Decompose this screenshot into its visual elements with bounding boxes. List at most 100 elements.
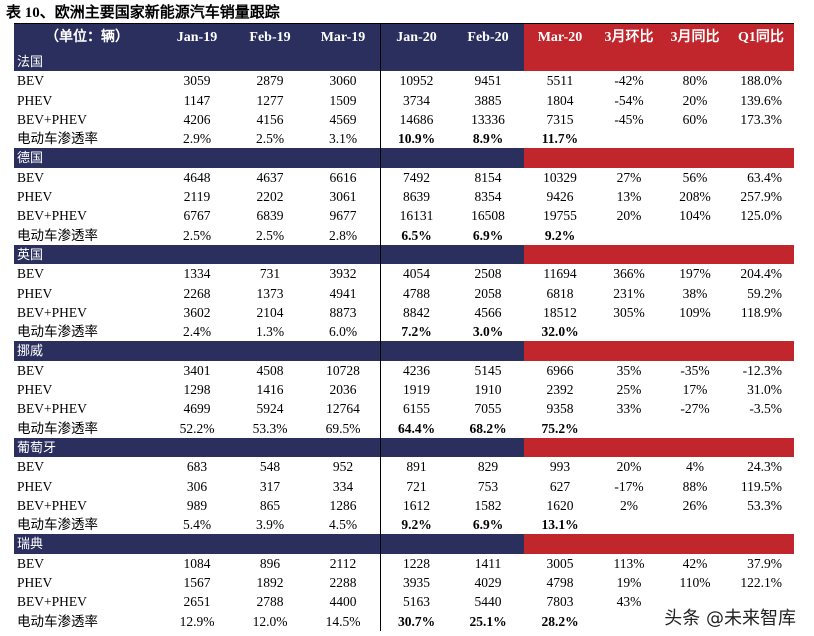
table-cell: 14686 xyxy=(380,109,452,130)
table-row: BEV 683 548 952 891 829 993 20% 4% 24.3% xyxy=(14,457,794,477)
table-cell: 43% xyxy=(616,594,642,610)
table-row: BEV+PHEV 4699 5924 12764 6155 7055 9358 33% -27%… xyxy=(14,399,794,419)
section-band-cell xyxy=(234,52,306,71)
section-band-cell xyxy=(596,534,662,554)
section-band-cell xyxy=(524,437,596,458)
watermark: 头条 @未来智库 xyxy=(664,608,796,629)
country-label: 英国 xyxy=(17,246,44,262)
table-cell: 1373 xyxy=(256,285,284,301)
section-band-cell xyxy=(306,245,380,264)
section-header-row: 英国 xyxy=(14,244,794,265)
section-band-cell xyxy=(452,245,524,264)
table-cell: -3.5% xyxy=(749,401,782,417)
country-label: 葡萄牙 xyxy=(17,439,57,455)
section-band-cell xyxy=(662,148,728,168)
table-cell: 5924 xyxy=(256,401,284,417)
section-band-cell xyxy=(306,438,380,457)
table-cell xyxy=(728,322,794,341)
section-band-cell xyxy=(728,52,794,72)
table-cell: 17% xyxy=(682,382,708,398)
section-band-cell xyxy=(234,438,306,457)
section-band-cell xyxy=(452,534,524,553)
table-cell: 2879 xyxy=(256,73,284,89)
table-cell xyxy=(596,515,662,534)
column-header: Mar-19 xyxy=(320,30,366,45)
table-cell: 9.2% xyxy=(544,227,576,243)
table-cell: 1919 xyxy=(380,380,452,400)
table-cell: 2036 xyxy=(329,382,357,398)
table-row: BEV 3059 2879 3060 10952 9451 5511 -42% 80% 188.0… xyxy=(14,71,794,91)
header-row: （单位：辆） Jan-19 Feb-19 Mar-19 Jan-20 Feb-20 Mar-… xyxy=(14,24,794,52)
table-cell: 20% xyxy=(616,459,642,475)
table-row: BEV+PHEV 4206 4156 4569 14686 13336 7315 -45% 60… xyxy=(14,109,794,130)
table-cell: 10.9% xyxy=(380,129,452,149)
table-cell: 891 xyxy=(380,457,452,477)
section-band-cell xyxy=(380,437,452,458)
table-cell: 4% xyxy=(686,459,704,475)
table-cell: 4054 xyxy=(380,264,452,284)
table-cell: 366% xyxy=(613,266,645,282)
table-cell: 3602 xyxy=(183,304,211,320)
table-cell: 204.4% xyxy=(740,266,782,282)
column-header: 3月环比 xyxy=(596,24,662,52)
table-cell: 75.2% xyxy=(541,420,579,436)
table-cell: 5145 xyxy=(474,362,502,378)
table-cell: 53.3% xyxy=(747,497,782,513)
table-cell: 721 xyxy=(380,476,452,496)
column-header: Jan-20 xyxy=(380,24,452,52)
table-cell xyxy=(662,515,728,534)
table-cell: 9358 xyxy=(546,401,574,417)
table-cell: 3.9% xyxy=(255,517,285,533)
section-band-cell xyxy=(306,52,380,71)
column-header: Mar-20 xyxy=(524,24,596,52)
table-cell: 19% xyxy=(616,575,642,591)
section-band-cell xyxy=(160,52,234,71)
table-cell: 1084 xyxy=(183,555,211,571)
row-label: BEV+PHEV xyxy=(17,594,87,610)
row-label: BEV xyxy=(17,169,44,185)
table-cell: 3.1% xyxy=(328,131,358,147)
row-label: BEV+PHEV xyxy=(17,304,87,320)
table-cell xyxy=(596,322,662,341)
country-label: 德国 xyxy=(17,150,44,166)
table-cell: 1892 xyxy=(256,575,284,591)
table-cell: 753 xyxy=(477,478,499,494)
table-cell: 8639 xyxy=(380,187,452,207)
table-cell: 3059 xyxy=(183,73,211,89)
column-header: Jan-19 xyxy=(176,30,218,45)
table-cell: 27% xyxy=(616,169,642,185)
table-cell: 13% xyxy=(616,189,642,205)
table-cell: 6.0% xyxy=(328,324,358,340)
section-band-cell xyxy=(596,52,662,72)
table-cell: 4798 xyxy=(546,575,574,591)
section-band-cell xyxy=(728,244,794,265)
section-band-cell xyxy=(234,341,306,360)
table-cell: 3061 xyxy=(329,189,357,205)
table-cell: 113% xyxy=(613,555,645,571)
table-cell: 8154 xyxy=(474,169,502,185)
table-cell: 4699 xyxy=(183,401,211,417)
country-label: 法国 xyxy=(17,54,44,69)
table-cell: 8842 xyxy=(380,302,452,323)
table-cell: 35% xyxy=(616,362,642,378)
table-cell: -12.3% xyxy=(742,362,782,378)
table-cell: 1.3% xyxy=(255,324,285,340)
table-cell: 2268 xyxy=(183,285,211,301)
table-cell: 2.5% xyxy=(255,227,285,243)
table-cell: 5440 xyxy=(474,594,502,610)
table-cell: 6.5% xyxy=(380,225,452,245)
table-cell: 37.9% xyxy=(747,555,782,571)
table-cell xyxy=(596,129,662,148)
section-band-cell xyxy=(380,52,452,72)
table-cell: 118.9% xyxy=(740,304,782,320)
table-cell: 1147 xyxy=(183,92,211,108)
table-cell: 88% xyxy=(682,478,708,494)
table-cell: -45% xyxy=(614,111,644,127)
table-cell xyxy=(728,515,794,534)
section-band-cell xyxy=(524,341,596,361)
table-row: 电动车渗透率 2.9% 2.5% 3.1% 10.9% 8.9% 11.7% xyxy=(14,129,794,149)
table-cell: 28.2% xyxy=(541,613,579,629)
table-cell: 25.1% xyxy=(469,613,507,629)
section-band-cell xyxy=(380,148,452,168)
row-label: 电动车渗透率 xyxy=(17,324,98,340)
